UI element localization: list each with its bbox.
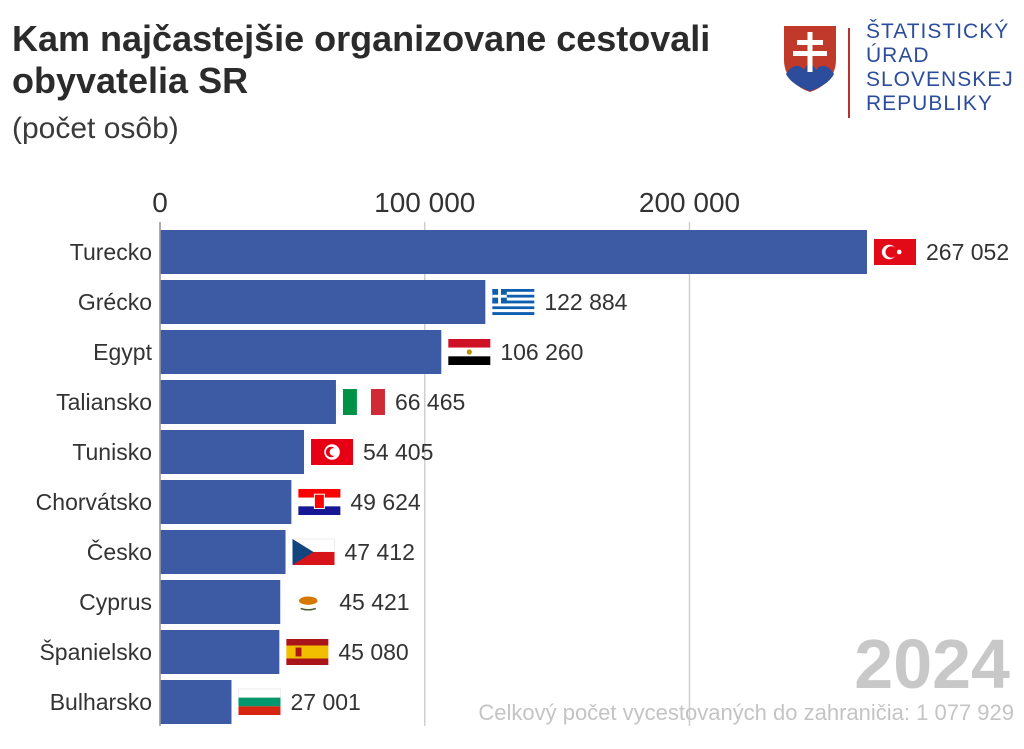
bar <box>160 480 292 524</box>
statistical-office-logo <box>780 22 1020 122</box>
cyprus-flag-icon <box>287 589 330 615</box>
category-label: Grécko <box>78 289 152 315</box>
value-label: 47 412 <box>345 539 415 565</box>
value-label: 49 624 <box>350 489 421 515</box>
value-label: 122 884 <box>544 289 627 315</box>
x-tick-label: 200 000 <box>639 187 740 218</box>
value-label: 66 465 <box>395 389 465 415</box>
category-label: Tunisko <box>72 439 152 465</box>
croatia-flag-icon <box>298 489 341 515</box>
czechia-flag-icon <box>292 538 335 565</box>
logo-line: REPUBLIKY <box>866 92 993 115</box>
italy-flag-icon <box>342 389 385 415</box>
category-label: Taliansko <box>56 389 152 415</box>
total-footnote: Celkový počet vycestovaných do zahraniči… <box>478 700 1014 725</box>
tunisia-flag-icon <box>311 439 354 465</box>
category-label: Turecko <box>70 239 152 265</box>
page-subtitle: (počet osôb) <box>12 112 179 145</box>
category-label: Česko <box>87 538 152 565</box>
bar <box>160 680 232 724</box>
turkey-flag-icon <box>874 239 916 265</box>
bar <box>160 530 286 574</box>
year-label: 2024 <box>854 625 1010 703</box>
egypt-flag-icon <box>448 339 491 365</box>
category-label: Bulharsko <box>50 689 152 715</box>
value-label: 267 052 <box>926 239 1009 265</box>
category-label: Španielsko <box>39 638 152 665</box>
coat-of-arms-icon <box>784 26 836 92</box>
bar <box>160 630 280 674</box>
value-label: 27 001 <box>290 689 360 715</box>
value-label: 45 080 <box>338 639 408 665</box>
logo-line: SLOVENSKEJ <box>866 68 1014 91</box>
x-tick-label: 100 000 <box>374 187 475 218</box>
value-label: 45 421 <box>339 589 409 615</box>
value-label: 54 405 <box>363 439 433 465</box>
spain-flag-icon <box>286 639 329 665</box>
bar <box>160 580 281 624</box>
x-tick-label: 0 <box>152 187 168 218</box>
bar <box>160 280 486 324</box>
greece-flag-icon <box>492 289 535 315</box>
logo-text: ŠTATISTICKÝ ÚRAD SLOVENSKEJ REPUBLIKY <box>866 20 1014 116</box>
logo-line: ŠTATISTICKÝ <box>866 20 1010 43</box>
value-label: 106 260 <box>500 339 583 365</box>
logo-divider <box>848 28 850 118</box>
category-label: Cyprus <box>79 589 152 615</box>
category-label: Egypt <box>93 339 152 365</box>
bar <box>160 380 336 424</box>
bar <box>160 430 305 474</box>
category-label: Chorvátsko <box>36 489 152 515</box>
bulgaria-flag-icon <box>238 688 281 715</box>
bar <box>160 330 442 374</box>
page-title: Kam najčastejšie organizovane cestovali … <box>12 18 711 101</box>
bar <box>160 230 867 274</box>
logo-line: ÚRAD <box>866 44 930 67</box>
